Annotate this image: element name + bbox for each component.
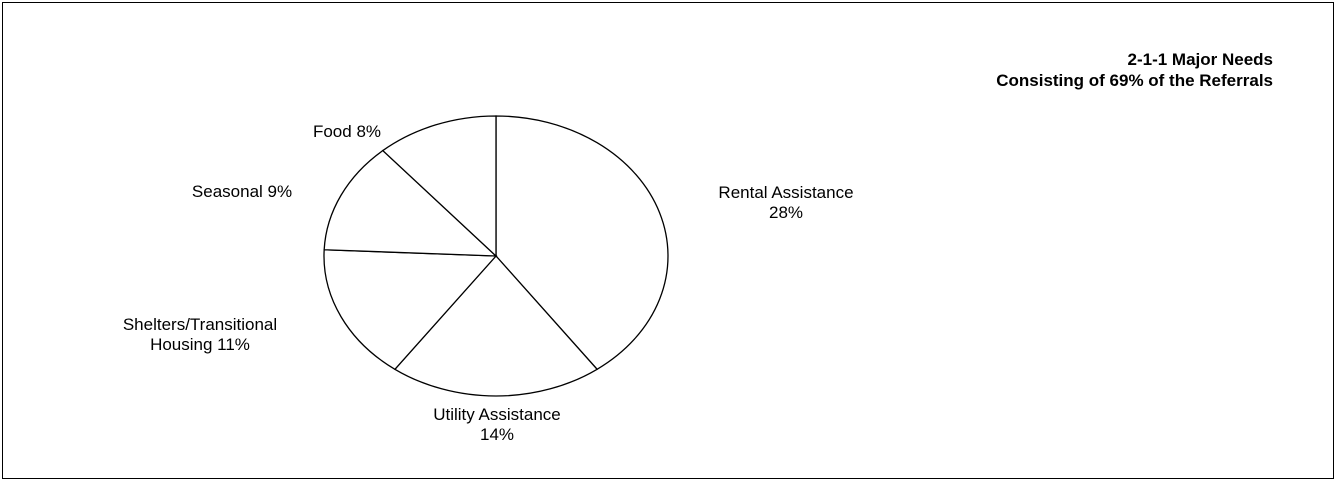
slice-label-rental-assistance: Rental Assistance 28% [718,183,853,222]
slice-label-food: Food 8% [313,122,381,141]
pie-slice-utility-assistance [393,255,599,397]
pie-slice-food [381,115,497,258]
slice-label-shelters-transitional-housing: Shelters/Transitional Housing 11% [123,315,277,354]
slice-label-seasonal: Seasonal 9% [192,182,292,201]
slice-label-utility-assistance: Utility Assistance 14% [433,405,561,444]
pie-slice-rental-assistance [495,115,669,371]
pie-slices [323,115,669,397]
chart-title: 2-1-1 Major Needs Consisting of 69% of t… [903,49,1273,91]
pie-slice-shelters-transitional-housing [323,249,498,371]
chart-frame: 2-1-1 Major Needs Consisting of 69% of t… [2,2,1334,479]
chart-subtitle-line: Consisting of 69% of the Referrals [996,71,1273,90]
pie-labels: Rental Assistance 28% Utility Assistance 14… [123,122,854,444]
pie-slice-seasonal [323,149,498,257]
chart-title-line: 2-1-1 Major Needs [1127,50,1274,69]
